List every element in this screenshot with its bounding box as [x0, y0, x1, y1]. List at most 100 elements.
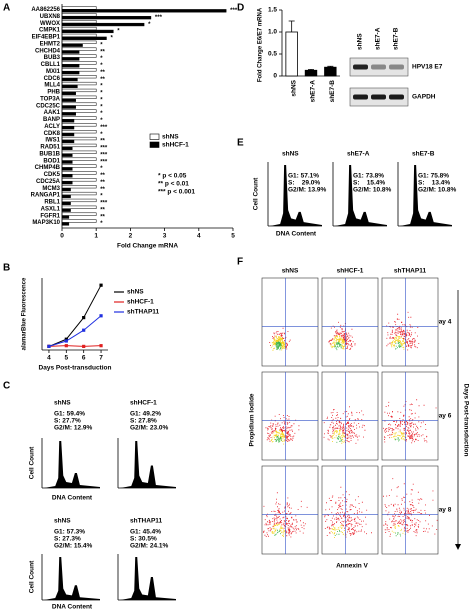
- significance: ***: [100, 146, 108, 152]
- axis-title: Fold Change E6/E7 mRNA: [258, 7, 264, 82]
- dot-cloud: [331, 429, 346, 444]
- blot-band: [371, 94, 386, 100]
- bar: [61, 174, 73, 178]
- category-label: CDK8: [44, 131, 61, 137]
- category-label: CDK5: [44, 172, 61, 178]
- category-label: CDC6: [44, 76, 61, 82]
- bar: [324, 66, 337, 77]
- bar: [61, 167, 73, 171]
- bar: [61, 84, 78, 89]
- category-label: CMPK1: [39, 28, 61, 34]
- category-label: ASXL1: [41, 206, 61, 212]
- blot-band: [389, 94, 404, 100]
- bar: [61, 102, 97, 106]
- bar: [61, 215, 70, 219]
- dot-cloud: [274, 529, 281, 536]
- cycle-stat: G2/M: 12.9%: [54, 425, 93, 432]
- category-label: BUB1B: [39, 151, 60, 157]
- day-arrow-head: [455, 544, 461, 550]
- bar: [61, 146, 73, 150]
- dot-cloud: [336, 435, 342, 443]
- band-label: GAPDH: [412, 94, 436, 101]
- category-label: CDC25A: [36, 179, 61, 185]
- blot-band: [371, 64, 386, 70]
- axis-title: Fold Change mRNA: [117, 243, 178, 250]
- bar: [61, 198, 97, 203]
- significance: ***: [155, 15, 163, 21]
- error-bar: [327, 65, 334, 68]
- y-tick-label: 1.0: [268, 29, 277, 36]
- series-line: [48, 315, 102, 347]
- cycle-stat: G1: 45.4%: [130, 529, 161, 536]
- axis-title: Propidium Iodide: [249, 393, 256, 446]
- facs-plot: [261, 277, 319, 367]
- category-label: RANGAP1: [31, 193, 61, 199]
- y-tick-label: 0: [273, 73, 277, 80]
- significance: *: [100, 111, 103, 117]
- sample-title: shE7-B: [412, 151, 435, 158]
- category-label: CHMP4B: [35, 165, 61, 171]
- bar: [61, 171, 97, 175]
- cycle-stat: S: 30.5%: [130, 536, 157, 543]
- significance: *: [100, 221, 103, 227]
- bar: [61, 33, 97, 38]
- dot-cloud: [330, 524, 346, 538]
- significance: *: [100, 118, 103, 124]
- bar: [61, 181, 73, 185]
- bar: [61, 16, 152, 20]
- point: [64, 344, 68, 348]
- dot-cloud: [334, 341, 342, 351]
- category-label: RBL1: [44, 200, 60, 206]
- dot-cloud: [395, 532, 401, 537]
- column-title: shNS: [282, 268, 299, 275]
- legend-swatch: [149, 141, 160, 148]
- point: [47, 344, 51, 348]
- significance: *: [100, 104, 103, 110]
- sample-title: shNS: [282, 151, 299, 158]
- dot-cloud: [330, 335, 346, 350]
- blot-band: [353, 94, 368, 100]
- bar: [61, 71, 80, 75]
- bar: [61, 68, 97, 72]
- facs-plot: [261, 465, 319, 555]
- sample-title: shNS: [54, 400, 71, 407]
- bar: [61, 185, 97, 189]
- significance: *: [100, 166, 103, 172]
- dot-cloud: [328, 321, 356, 350]
- band-label: HPV18 E7: [412, 64, 443, 71]
- significance: **: [100, 214, 105, 220]
- significance: **: [100, 49, 105, 55]
- series-line: [48, 284, 102, 347]
- x-tick-label: 6: [82, 355, 86, 362]
- lane-label: shE7-B: [393, 27, 400, 50]
- cycle-stat: S: 27.8%: [130, 418, 157, 425]
- bar: [61, 112, 76, 116]
- significance: **: [100, 207, 105, 213]
- legend-label: shNS: [162, 134, 179, 141]
- category-label: ACLY: [44, 124, 60, 130]
- bar: [61, 222, 70, 226]
- bar: [61, 212, 97, 216]
- point: [99, 283, 103, 287]
- bar: [61, 109, 97, 113]
- point: [82, 328, 86, 332]
- bar: [61, 95, 97, 99]
- cycle-stat: G2/M: 13.9%: [288, 187, 327, 194]
- dot-cloud: [394, 437, 400, 442]
- series-line: [48, 345, 102, 347]
- significance: *: [100, 42, 103, 48]
- dot-cloud: [270, 429, 286, 445]
- category-label: WWOX: [40, 21, 60, 27]
- cycle-stat: S: 27.7%: [54, 418, 81, 425]
- note: *** p < 0.001: [158, 189, 195, 196]
- significance: *: [100, 63, 103, 69]
- bar: [61, 105, 76, 109]
- dot-cloud: [275, 436, 282, 443]
- cycle-stat: G1: 49.2%: [130, 411, 161, 418]
- significance: ***: [230, 8, 238, 14]
- category-label: PHB: [47, 90, 60, 96]
- point: [82, 316, 86, 320]
- bar: [61, 26, 97, 31]
- blot-band: [389, 64, 404, 70]
